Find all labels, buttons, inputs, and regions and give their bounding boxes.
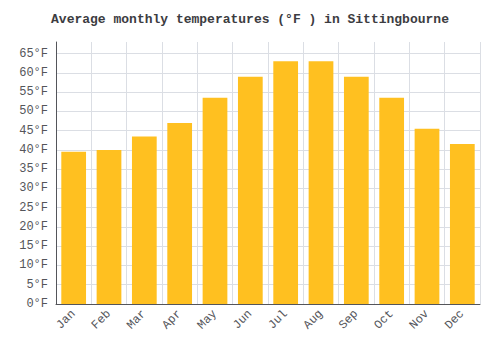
svg-text:Aug: Aug xyxy=(301,307,326,332)
svg-text:Apr: Apr xyxy=(159,307,184,332)
svg-text:65°F: 65°F xyxy=(19,47,48,61)
svg-text:May: May xyxy=(195,307,220,332)
svg-text:10°F: 10°F xyxy=(19,258,48,272)
svg-text:20°F: 20°F xyxy=(19,220,48,234)
svg-text:50°F: 50°F xyxy=(19,104,48,118)
svg-text:Nov: Nov xyxy=(407,307,432,332)
svg-text:45°F: 45°F xyxy=(19,124,48,138)
svg-text:Average monthly temperatures (: Average monthly temperatures (°F ) in Si… xyxy=(51,12,449,27)
svg-text:40°F: 40°F xyxy=(19,143,48,157)
svg-text:0°F: 0°F xyxy=(26,297,48,311)
svg-text:Jun: Jun xyxy=(230,307,255,332)
svg-text:Jan: Jan xyxy=(53,307,78,332)
svg-text:Oct: Oct xyxy=(371,307,396,332)
svg-text:55°F: 55°F xyxy=(19,85,48,99)
svg-text:35°F: 35°F xyxy=(19,162,48,176)
svg-text:60°F: 60°F xyxy=(19,66,48,80)
svg-text:25°F: 25°F xyxy=(19,201,48,215)
svg-text:Jul: Jul xyxy=(265,307,290,332)
svg-text:15°F: 15°F xyxy=(19,239,48,253)
svg-text:Sep: Sep xyxy=(336,307,361,332)
svg-text:Dec: Dec xyxy=(442,307,467,332)
svg-text:Mar: Mar xyxy=(124,307,149,332)
svg-text:5°F: 5°F xyxy=(26,278,48,292)
svg-text:Feb: Feb xyxy=(89,307,114,332)
svg-text:30°F: 30°F xyxy=(19,181,48,195)
